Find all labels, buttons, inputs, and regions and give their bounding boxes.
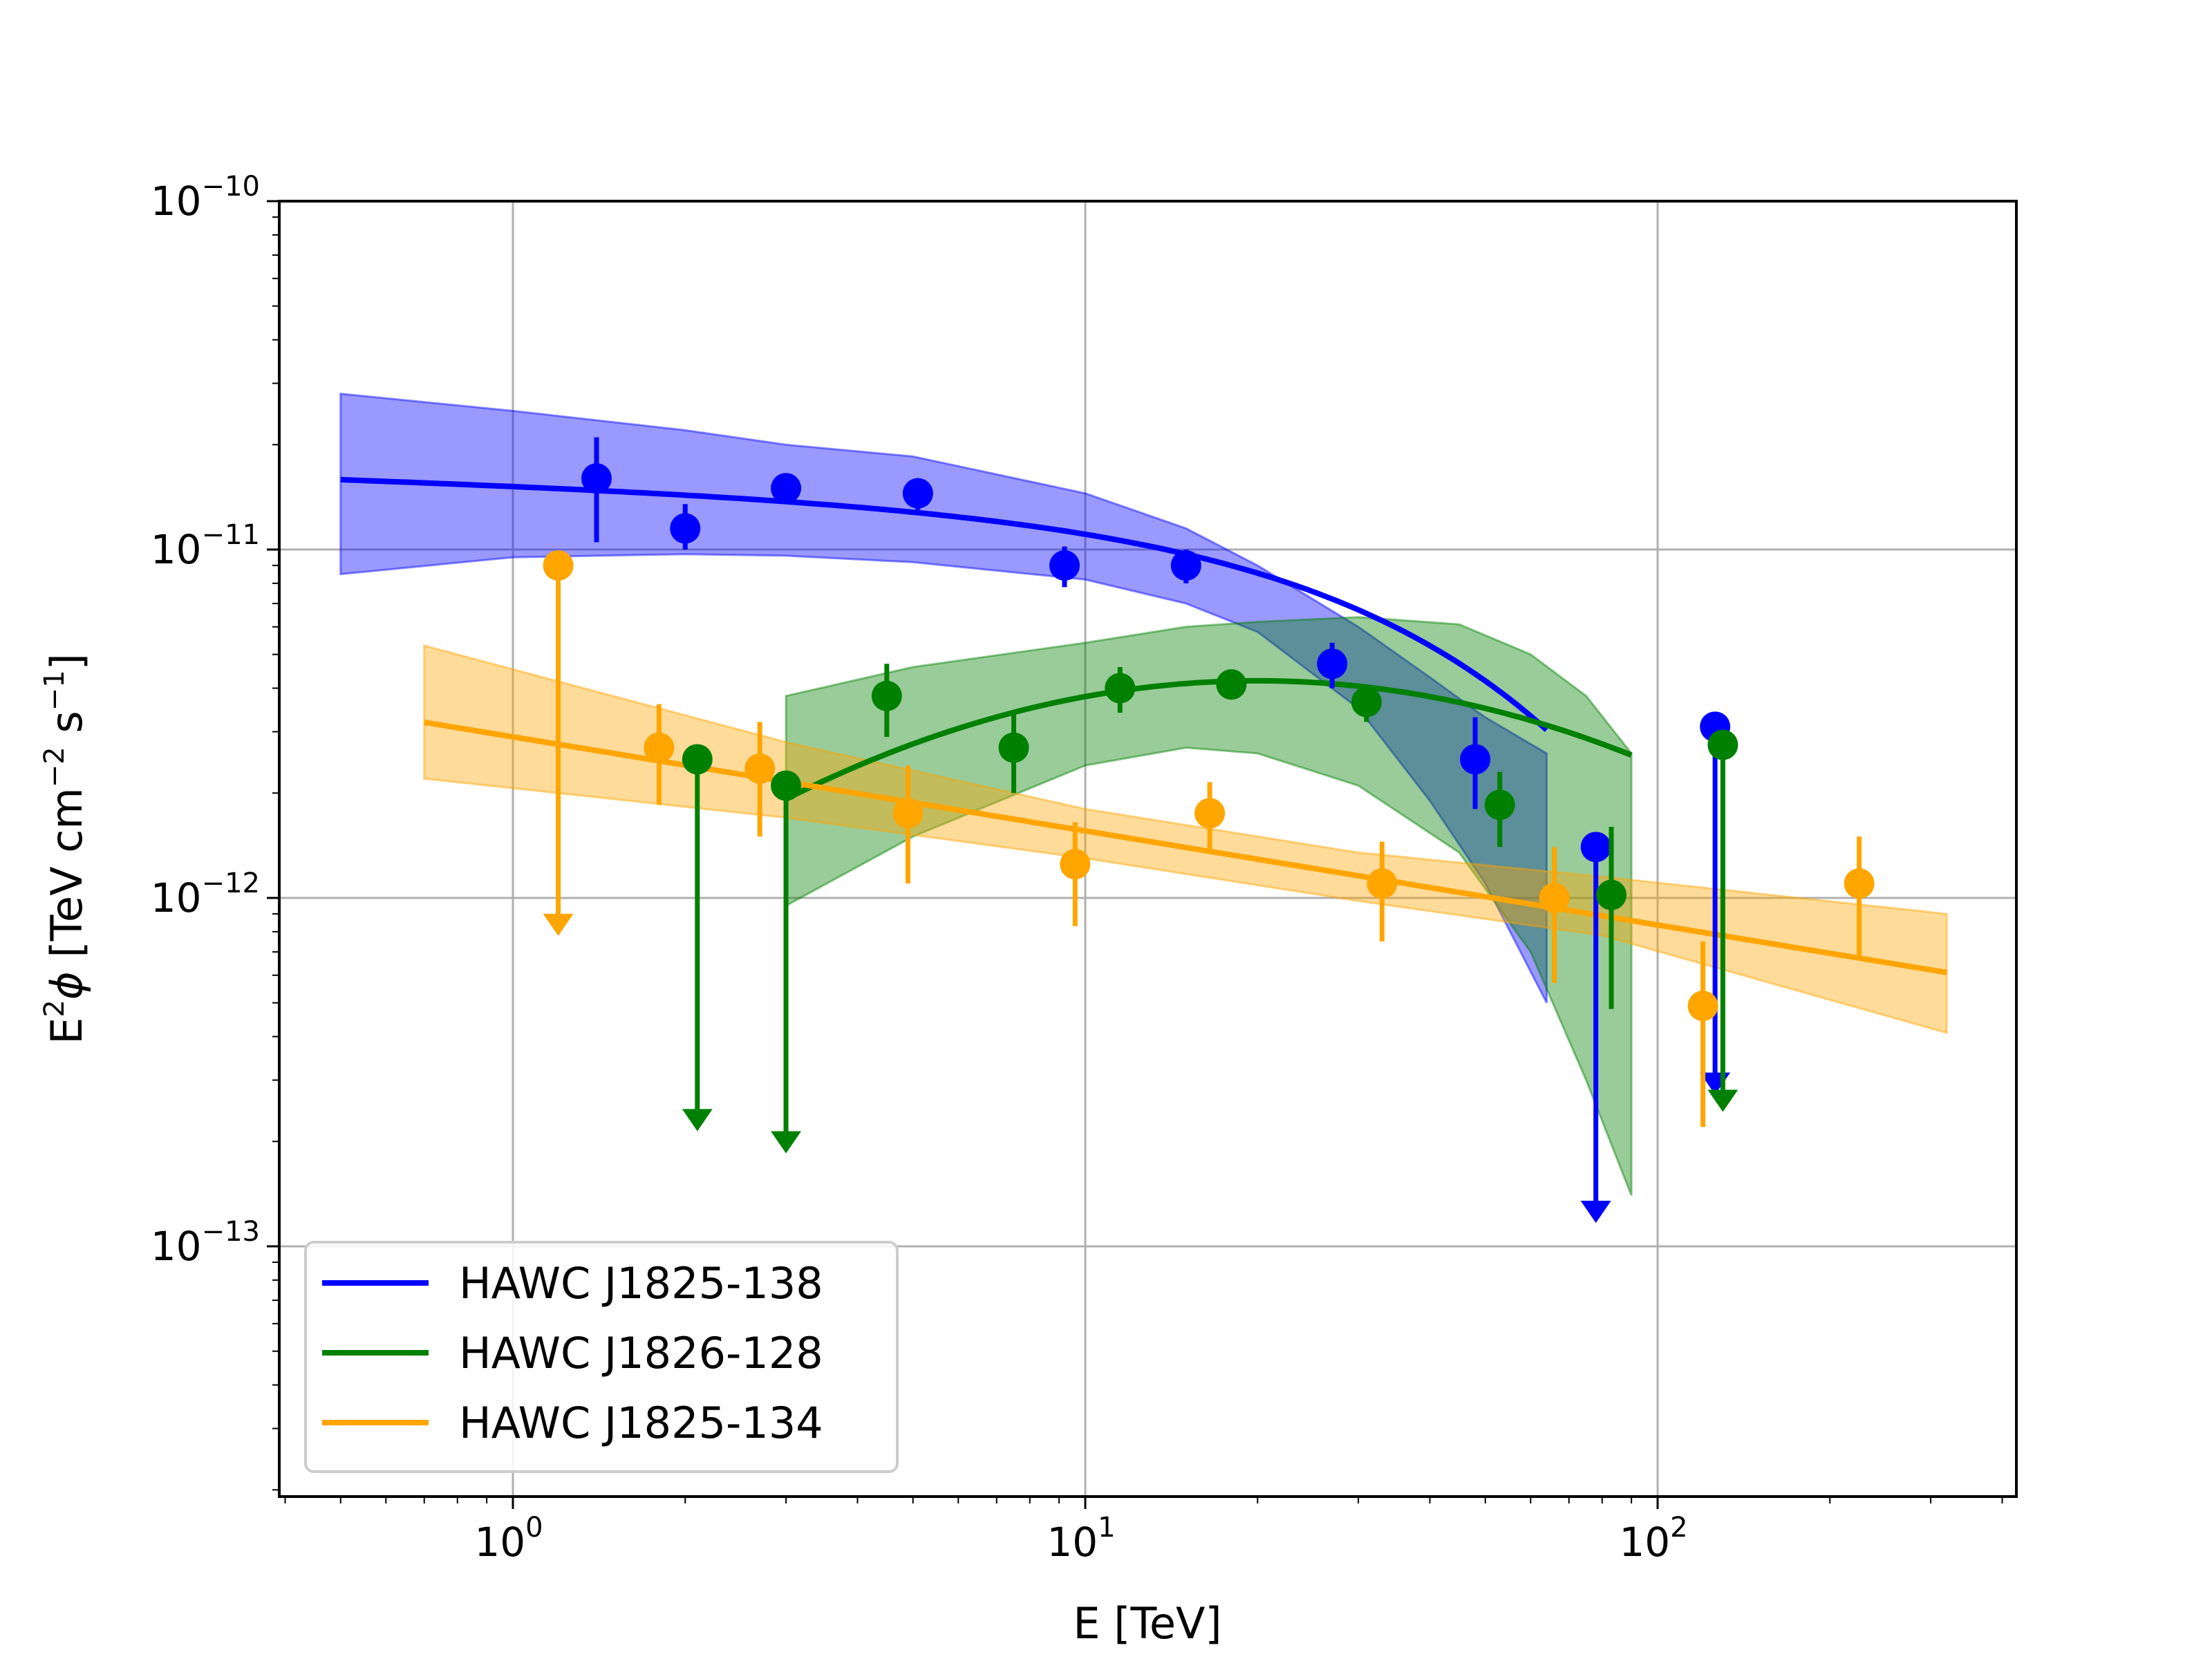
data-point-hawc-j1826-128: [1105, 673, 1136, 704]
data-point-hawc-j1826-128: [1707, 729, 1738, 760]
legend-label-hawc-j1825-134: HAWC J1825-134: [459, 1398, 823, 1448]
legend-label-hawc-j1825-138: HAWC J1825-138: [459, 1258, 823, 1309]
legend-box: [304, 1241, 899, 1473]
upper-limit-arrow-hawc-j1825-134: [543, 913, 574, 936]
confidence-bands: [339, 392, 1948, 1196]
x-axis-label: E [TeV]: [1073, 1598, 1221, 1649]
x-tick-label: 101: [1047, 1512, 1115, 1566]
data-point-hawc-j1825-138: [581, 463, 612, 494]
data-point-hawc-j1825-134: [892, 798, 924, 829]
band-hawc-j1826-128: [785, 616, 1633, 1196]
data-point-hawc-j1825-138: [1317, 648, 1348, 679]
x-tick-label: 102: [1619, 1512, 1687, 1566]
upper-limit-arrow-hawc-j1826-128: [682, 1109, 713, 1132]
data-point-hawc-j1825-138: [1460, 744, 1491, 775]
data-point-hawc-j1826-128: [998, 732, 1029, 763]
y-axis-label: E2ϕ [TeV cm−2 s−1]: [39, 653, 92, 1044]
data-point-hawc-j1825-134: [644, 732, 675, 763]
band-hawc-j1825-138: [339, 392, 1548, 1004]
x-tick-label: 100: [474, 1512, 543, 1566]
data-point-hawc-j1826-128: [1484, 789, 1515, 821]
y-tick-label: 10−10: [151, 171, 260, 225]
data-point-hawc-j1825-134: [1194, 798, 1226, 829]
data-point-hawc-j1826-128: [871, 680, 902, 711]
y-tick-label: 10−11: [151, 519, 260, 573]
data-point-hawc-j1825-134: [1844, 868, 1875, 899]
data-point-hawc-j1825-138: [902, 478, 933, 509]
data-point-hawc-j1825-134: [543, 550, 574, 581]
fit-line-hawc-j1825-134: [424, 719, 1947, 975]
upper-limit-arrow-hawc-j1825-138: [1580, 1201, 1611, 1224]
data-point-hawc-j1825-134: [744, 753, 776, 784]
fit-line-hawc-j1826-128: [785, 677, 1633, 802]
upper-limit-arrow-hawc-j1826-128: [1707, 1089, 1738, 1112]
data-point-hawc-j1825-134: [1687, 991, 1718, 1022]
data-point-hawc-j1825-138: [1049, 550, 1080, 581]
data-points: [543, 437, 1875, 1224]
data-point-hawc-j1825-138: [1580, 832, 1611, 863]
legend: HAWC J1825-138 HAWC J1826-128 HAWC J1825…: [304, 1241, 899, 1473]
plot-frame: [278, 200, 2018, 1498]
data-point-hawc-j1825-138: [1170, 550, 1201, 581]
y-tick-label: 10−12: [151, 868, 260, 921]
fit-lines: [340, 476, 1947, 975]
data-point-hawc-j1826-128: [682, 744, 713, 775]
data-point-hawc-j1826-128: [771, 770, 802, 801]
legend-label-hawc-j1826-128: HAWC J1826-128: [459, 1328, 823, 1378]
data-point-hawc-j1825-134: [1539, 883, 1570, 913]
data-point-hawc-j1825-138: [670, 513, 701, 544]
data-point-hawc-j1826-128: [1595, 879, 1627, 910]
data-point-hawc-j1825-138: [771, 473, 802, 504]
data-point-hawc-j1826-128: [1351, 686, 1382, 718]
data-point-hawc-j1825-134: [1060, 849, 1091, 880]
fit-line-hawc-j1825-138: [340, 476, 1549, 732]
y-tick-label: 10−13: [151, 1216, 260, 1270]
data-point-hawc-j1826-128: [1216, 669, 1247, 700]
data-point-hawc-j1825-134: [1367, 868, 1398, 899]
upper-limit-arrow-hawc-j1826-128: [771, 1131, 802, 1154]
axis-ticks: 100 101 102 10−13 10−12 10−11 10−10: [151, 171, 2003, 1566]
